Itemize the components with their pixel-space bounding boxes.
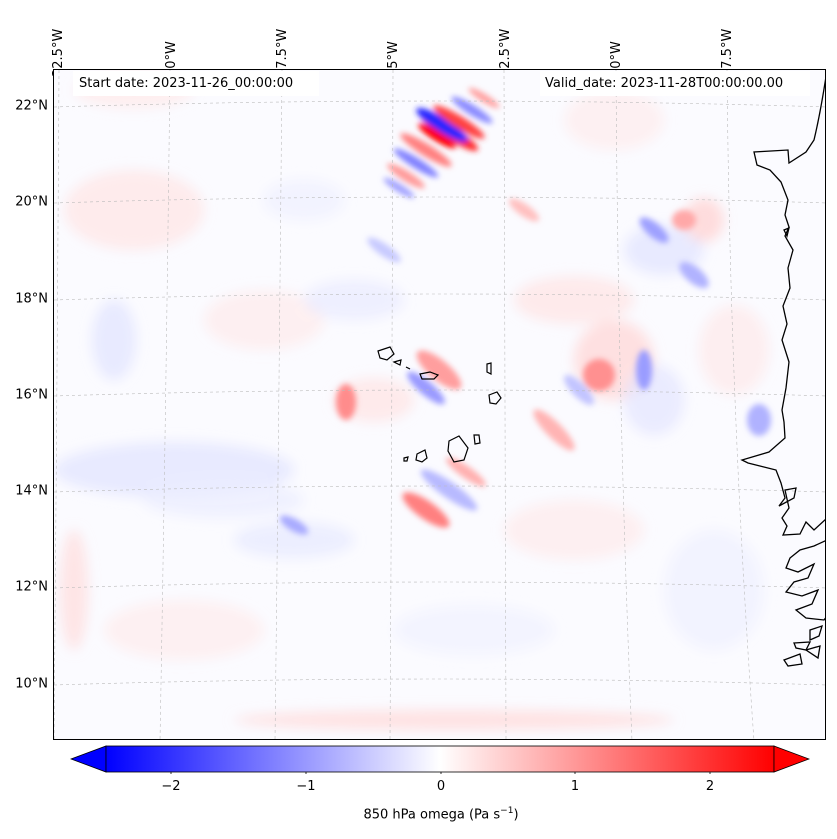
cape-verde-islands	[377, 346, 502, 463]
lat-label-22n: 22°N	[15, 98, 48, 114]
lat-label-10n: 10°N	[15, 676, 48, 692]
colorbar-max-extend	[773, 745, 810, 773]
colorbar-tick-marks	[170, 772, 711, 774]
lat-label-18n: 18°N	[15, 291, 48, 307]
island-santiago	[447, 435, 469, 463]
island-santa-luzia	[405, 366, 411, 370]
island-brava	[403, 456, 409, 462]
island-fogo	[415, 449, 428, 463]
colorbar	[70, 745, 810, 774]
colorbar-label: 850 hPa omega (Pa s−1)	[363, 806, 518, 822]
colorbar-label-close: )	[513, 807, 519, 823]
colorbar-tick-2: 2	[705, 779, 715, 794]
colorbar-tick-minus1: −1	[296, 779, 316, 794]
valid-date-label: Valid_date: 2023-11-28T00:00:00.00	[540, 71, 810, 96]
island-boa-vista	[488, 391, 502, 405]
lat-label-14n: 14°N	[15, 483, 48, 499]
island-maio	[473, 434, 481, 445]
colorbar-tick-0: 0	[436, 779, 446, 794]
omega-wave-train-islands	[279, 198, 771, 535]
colorbar-tick-1: 1	[570, 779, 580, 794]
omega-wave-train-north	[383, 87, 500, 199]
colorbar-gradient	[105, 745, 775, 773]
graticule	[54, 70, 825, 739]
omega-field-layer	[54, 70, 825, 739]
island-santo-antao	[377, 346, 395, 361]
start-date-label: Start date: 2023-11-26_00:00:00	[73, 71, 319, 96]
island-sal	[486, 362, 492, 375]
colorbar-min-extend	[70, 745, 107, 773]
lat-label-12n: 12°N	[15, 579, 48, 595]
colorbar-label-main: 850 hPa omega (Pa s	[363, 807, 501, 823]
colorbar-tick-minus2: −2	[161, 779, 181, 794]
omega-background-patches	[54, 72, 769, 730]
lat-label-20n: 20°N	[15, 194, 48, 210]
coastline-west-africa	[740, 78, 825, 667]
colorbar-label-exponent: −1	[500, 806, 514, 816]
island-sao-nicolau	[419, 371, 440, 380]
lat-label-16n: 16°N	[15, 387, 48, 403]
omega-map-panel	[53, 69, 826, 740]
island-sao-vicente	[392, 359, 402, 366]
